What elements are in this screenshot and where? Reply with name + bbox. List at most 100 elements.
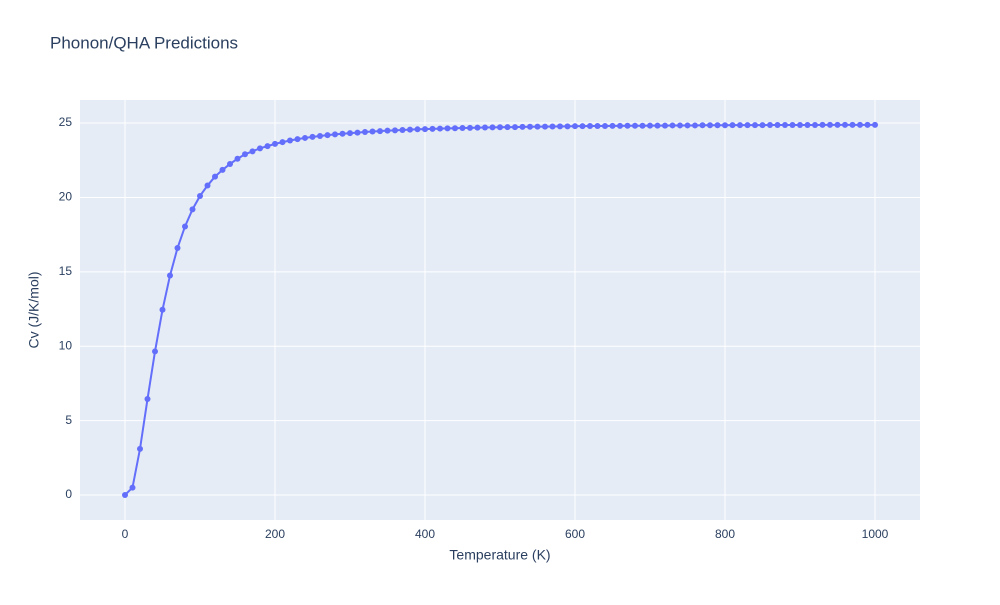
data-point bbox=[527, 123, 533, 130]
data-point bbox=[294, 136, 301, 143]
data-point bbox=[564, 123, 571, 130]
data-point bbox=[737, 122, 743, 129]
plot-area bbox=[80, 100, 920, 520]
x-tick-label: 200 bbox=[265, 527, 285, 541]
data-point bbox=[204, 182, 211, 189]
data-point bbox=[272, 140, 278, 147]
data-point bbox=[572, 123, 578, 130]
data-point bbox=[189, 206, 196, 213]
data-point bbox=[317, 133, 323, 140]
data-point bbox=[617, 122, 623, 129]
data-point bbox=[302, 134, 308, 141]
data-point bbox=[512, 124, 518, 131]
x-axis-label: Temperature (K) bbox=[449, 547, 550, 563]
data-point bbox=[159, 306, 166, 313]
data-point bbox=[624, 122, 631, 129]
data-point bbox=[182, 223, 188, 230]
y-tick-label: 20 bbox=[59, 190, 73, 204]
data-point bbox=[782, 121, 788, 128]
data-point bbox=[399, 127, 406, 134]
data-point bbox=[767, 121, 773, 128]
data-point bbox=[444, 125, 451, 132]
data-point bbox=[459, 124, 466, 131]
data-point bbox=[692, 122, 698, 129]
data-point bbox=[842, 121, 848, 128]
data-point bbox=[354, 129, 361, 136]
data-point bbox=[287, 137, 293, 144]
data-point bbox=[707, 122, 713, 129]
data-point bbox=[242, 151, 248, 158]
data-point bbox=[654, 122, 661, 129]
data-point bbox=[347, 130, 353, 137]
data-point bbox=[384, 127, 391, 134]
data-point bbox=[332, 131, 338, 138]
data-point bbox=[369, 128, 376, 135]
data-point bbox=[137, 445, 143, 452]
y-tick-label: 25 bbox=[59, 115, 73, 129]
data-point bbox=[752, 122, 758, 129]
data-point bbox=[122, 492, 128, 499]
data-point bbox=[414, 126, 421, 133]
data-point bbox=[219, 166, 226, 173]
data-point bbox=[647, 122, 653, 129]
data-point bbox=[729, 122, 736, 129]
data-point bbox=[639, 122, 646, 129]
data-point bbox=[167, 272, 173, 279]
data-point bbox=[849, 121, 856, 128]
x-tick-label: 0 bbox=[122, 527, 129, 541]
data-point bbox=[662, 122, 668, 129]
data-point bbox=[257, 145, 263, 152]
data-point bbox=[407, 126, 413, 133]
data-point bbox=[339, 130, 346, 137]
data-point bbox=[542, 123, 548, 130]
y-tick-label: 15 bbox=[59, 264, 73, 278]
data-point bbox=[377, 128, 383, 135]
data-point bbox=[632, 122, 638, 129]
data-point bbox=[557, 123, 563, 130]
chart-title: Phonon/QHA Predictions bbox=[50, 33, 238, 52]
data-point bbox=[797, 121, 803, 128]
data-point bbox=[609, 122, 616, 129]
data-point bbox=[722, 122, 728, 129]
data-point bbox=[804, 121, 811, 128]
data-point bbox=[714, 122, 721, 129]
x-tick-label: 600 bbox=[565, 527, 585, 541]
data-point bbox=[587, 123, 593, 130]
data-point bbox=[677, 122, 683, 129]
data-point bbox=[864, 121, 871, 128]
data-point bbox=[482, 124, 488, 131]
y-tick-label: 10 bbox=[59, 338, 73, 352]
data-point bbox=[497, 124, 503, 131]
data-point bbox=[819, 121, 826, 128]
data-point bbox=[827, 121, 833, 128]
data-point bbox=[684, 122, 691, 129]
data-point bbox=[174, 245, 181, 252]
data-point bbox=[429, 125, 436, 132]
data-point bbox=[129, 484, 136, 491]
data-point bbox=[834, 121, 841, 128]
data-point bbox=[152, 348, 158, 355]
data-point bbox=[594, 123, 601, 130]
data-point bbox=[197, 192, 203, 199]
y-tick-label: 0 bbox=[65, 487, 72, 501]
data-point bbox=[857, 121, 863, 128]
data-point bbox=[602, 123, 608, 130]
data-point bbox=[392, 127, 398, 134]
data-point bbox=[362, 128, 368, 135]
data-point bbox=[504, 124, 511, 131]
data-point bbox=[422, 126, 428, 133]
data-point bbox=[872, 121, 878, 128]
data-point bbox=[309, 133, 316, 140]
data-point bbox=[324, 132, 331, 139]
data-point bbox=[144, 396, 151, 403]
x-tick-label: 1000 bbox=[862, 527, 889, 541]
data-point bbox=[489, 124, 496, 131]
data-point bbox=[579, 123, 586, 130]
data-point bbox=[452, 125, 458, 132]
data-point bbox=[227, 160, 233, 167]
y-tick-label: 5 bbox=[65, 413, 72, 427]
data-point bbox=[234, 155, 241, 162]
data-point bbox=[744, 122, 751, 129]
x-tick-label: 800 bbox=[715, 527, 735, 541]
